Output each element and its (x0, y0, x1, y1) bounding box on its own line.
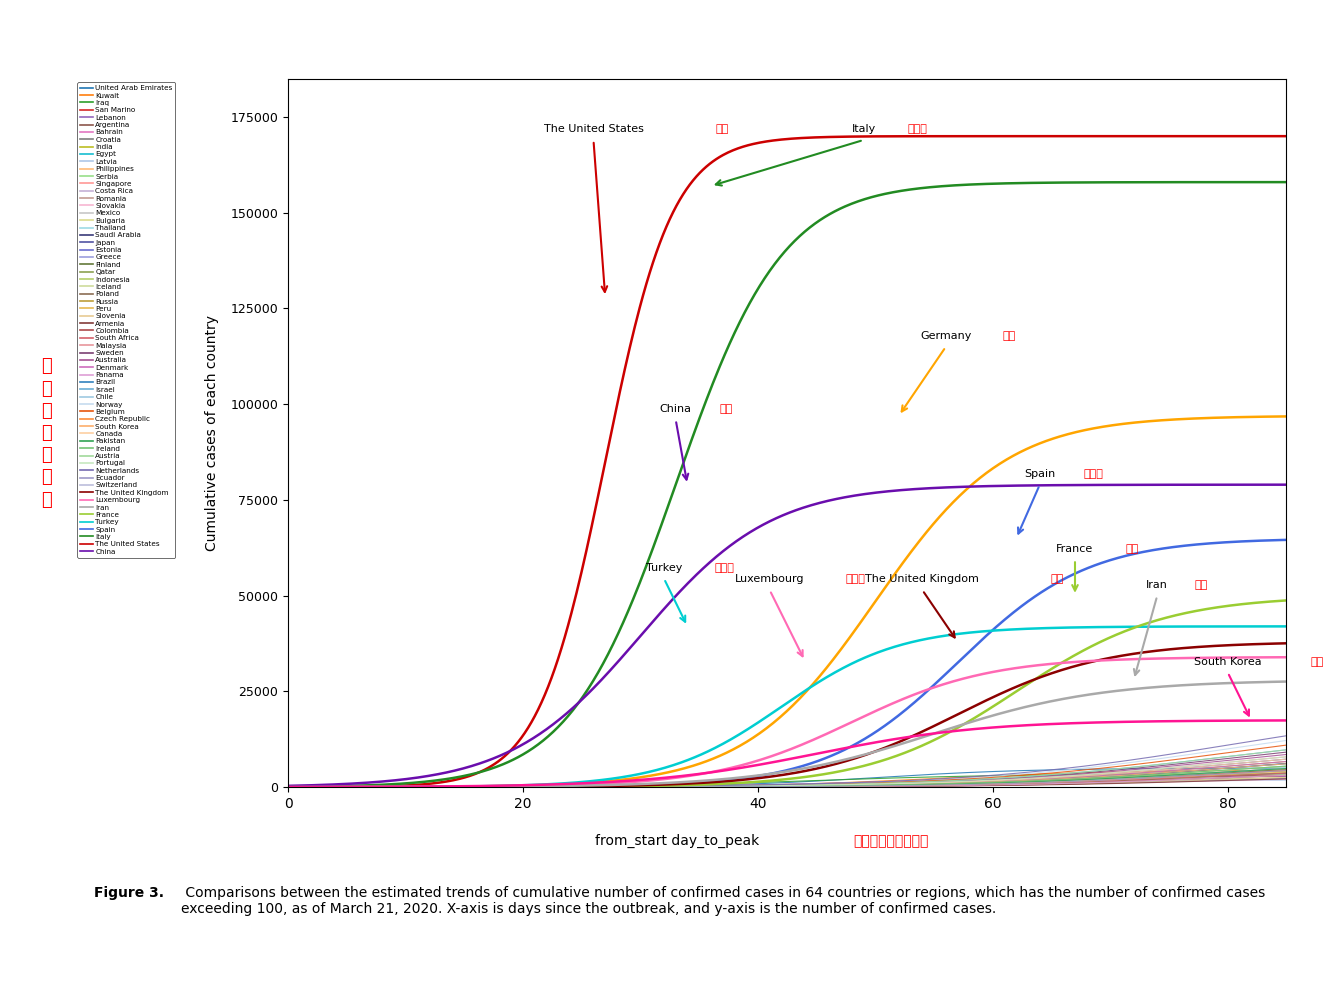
Text: 西班牙: 西班牙 (1084, 469, 1104, 479)
Text: 疫情从开始到高峰期: 疫情从开始到高峰期 (854, 834, 929, 848)
Text: France: France (1056, 543, 1093, 554)
Text: from_start day_to_peak: from_start day_to_peak (595, 834, 758, 848)
Text: The United States: The United States (544, 124, 643, 134)
Text: Germany: Germany (921, 331, 971, 341)
Text: 韩国: 韩国 (1311, 656, 1324, 666)
Text: Spain: Spain (1024, 469, 1056, 479)
Text: 意大利: 意大利 (907, 124, 927, 134)
Text: 德国: 德国 (1002, 331, 1016, 341)
Text: Luxembourg: Luxembourg (734, 575, 804, 584)
Text: 法国: 法国 (1126, 543, 1139, 554)
Text: The United Kingdom: The United Kingdom (866, 575, 980, 584)
Text: 中国: 中国 (720, 403, 733, 414)
Text: China: China (659, 403, 691, 414)
Y-axis label: Cumulative cases of each country: Cumulative cases of each country (205, 315, 220, 551)
Text: 美国: 美国 (716, 124, 728, 134)
Text: Comparisons between the estimated trends of cumulative number of confirmed cases: Comparisons between the estimated trends… (181, 886, 1265, 916)
Text: 卢森堡: 卢森堡 (846, 575, 866, 584)
Text: Iran: Iran (1146, 580, 1168, 590)
Text: Figure 3.: Figure 3. (94, 886, 163, 899)
Text: Italy: Italy (851, 124, 876, 134)
Legend: United Arab Emirates, Kuwait, Iraq, San Marino, Lebanon, Argentina, Bahrain, Cro: United Arab Emirates, Kuwait, Iraq, San … (78, 83, 176, 558)
Text: 土耳其: 土耳其 (714, 563, 734, 573)
Text: 伊朗: 伊朗 (1195, 580, 1209, 590)
Text: 各
国
累
计
病
例
数: 各 国 累 计 病 例 数 (42, 357, 52, 509)
Text: Turkey: Turkey (646, 563, 682, 573)
Text: South Korea: South Korea (1194, 656, 1261, 666)
Text: 英国: 英国 (1051, 575, 1064, 584)
